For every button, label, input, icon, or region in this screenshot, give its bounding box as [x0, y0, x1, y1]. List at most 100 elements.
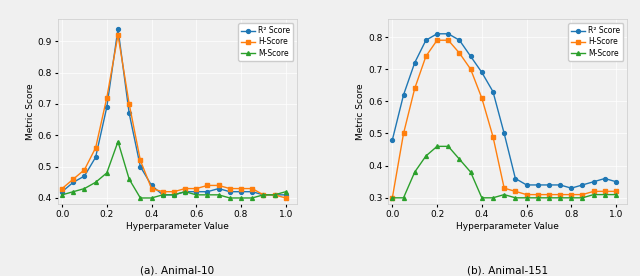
Legend: R² Score, H-Score, M-Score: R² Score, H-Score, M-Score: [568, 23, 623, 61]
R² Score: [193, 190, 200, 193]
H-Score: [511, 190, 519, 193]
R² Score: [103, 105, 111, 109]
Line: H-Score: H-Score: [390, 38, 618, 200]
R² Score: [204, 190, 211, 193]
R² Score: [478, 71, 486, 74]
H-Score: [545, 193, 553, 196]
M-Score: [400, 196, 408, 200]
H-Score: [237, 187, 245, 190]
R² Score: [181, 190, 189, 193]
Y-axis label: Metric Score: Metric Score: [356, 83, 365, 140]
H-Score: [601, 190, 609, 193]
H-Score: [159, 190, 166, 193]
H-Score: [271, 193, 278, 197]
Line: H-Score: H-Score: [60, 33, 288, 200]
M-Score: [58, 193, 66, 197]
R² Score: [226, 190, 234, 193]
M-Score: [444, 145, 452, 148]
R² Score: [81, 174, 88, 178]
R² Score: [69, 181, 77, 184]
M-Score: [545, 196, 553, 200]
H-Score: [411, 87, 419, 90]
M-Score: [612, 193, 620, 196]
M-Score: [193, 193, 200, 197]
H-Score: [456, 51, 463, 55]
M-Score: [601, 193, 609, 196]
X-axis label: Hyperparameter Value: Hyperparameter Value: [126, 222, 228, 230]
R² Score: [500, 132, 508, 135]
H-Score: [579, 193, 586, 196]
Title: (a). Animal-10: (a). Animal-10: [140, 266, 214, 275]
H-Score: [590, 190, 598, 193]
Line: R² Score: R² Score: [390, 32, 618, 190]
R² Score: [444, 32, 452, 35]
R² Score: [114, 27, 122, 30]
R² Score: [125, 112, 133, 115]
H-Score: [226, 187, 234, 190]
H-Score: [534, 193, 541, 196]
H-Score: [444, 39, 452, 42]
R² Score: [237, 190, 245, 193]
R² Score: [282, 193, 289, 197]
M-Score: [411, 170, 419, 174]
H-Score: [193, 187, 200, 190]
H-Score: [81, 168, 88, 171]
M-Score: [433, 145, 441, 148]
H-Score: [400, 132, 408, 135]
M-Score: [590, 193, 598, 196]
R² Score: [534, 183, 541, 187]
H-Score: [248, 187, 256, 190]
H-Score: [568, 193, 575, 196]
R² Score: [400, 93, 408, 97]
H-Score: [136, 159, 144, 162]
M-Score: [388, 196, 396, 200]
M-Score: [215, 193, 223, 197]
H-Score: [433, 39, 441, 42]
M-Score: [81, 187, 88, 190]
M-Score: [237, 196, 245, 200]
R² Score: [170, 193, 178, 197]
H-Score: [170, 190, 178, 193]
R² Score: [456, 39, 463, 42]
M-Score: [467, 170, 474, 174]
M-Score: [125, 177, 133, 181]
H-Score: [215, 184, 223, 187]
R² Score: [215, 187, 223, 190]
R² Score: [433, 32, 441, 35]
Title: (b). Animal-151: (b). Animal-151: [467, 266, 548, 275]
R² Score: [411, 61, 419, 64]
R² Score: [590, 180, 598, 183]
M-Score: [282, 190, 289, 193]
H-Score: [92, 146, 99, 150]
H-Score: [523, 193, 531, 196]
R² Score: [148, 184, 156, 187]
R² Score: [388, 138, 396, 142]
M-Score: [226, 196, 234, 200]
H-Score: [556, 193, 564, 196]
Line: R² Score: R² Score: [60, 27, 288, 197]
M-Score: [92, 181, 99, 184]
R² Score: [511, 177, 519, 180]
H-Score: [69, 177, 77, 181]
H-Score: [282, 196, 289, 200]
M-Score: [271, 193, 278, 197]
M-Score: [456, 158, 463, 161]
M-Score: [500, 193, 508, 196]
H-Score: [478, 96, 486, 100]
M-Score: [260, 193, 268, 197]
R² Score: [271, 193, 278, 197]
M-Score: [489, 196, 497, 200]
H-Score: [489, 135, 497, 138]
R² Score: [601, 177, 609, 180]
H-Score: [204, 184, 211, 187]
X-axis label: Hyperparameter Value: Hyperparameter Value: [456, 222, 559, 230]
H-Score: [103, 96, 111, 99]
M-Score: [114, 140, 122, 143]
R² Score: [612, 180, 620, 183]
H-Score: [125, 102, 133, 106]
R² Score: [260, 193, 268, 197]
M-Score: [204, 193, 211, 197]
Line: M-Score: M-Score: [60, 140, 288, 200]
R² Score: [248, 190, 256, 193]
R² Score: [136, 165, 144, 168]
